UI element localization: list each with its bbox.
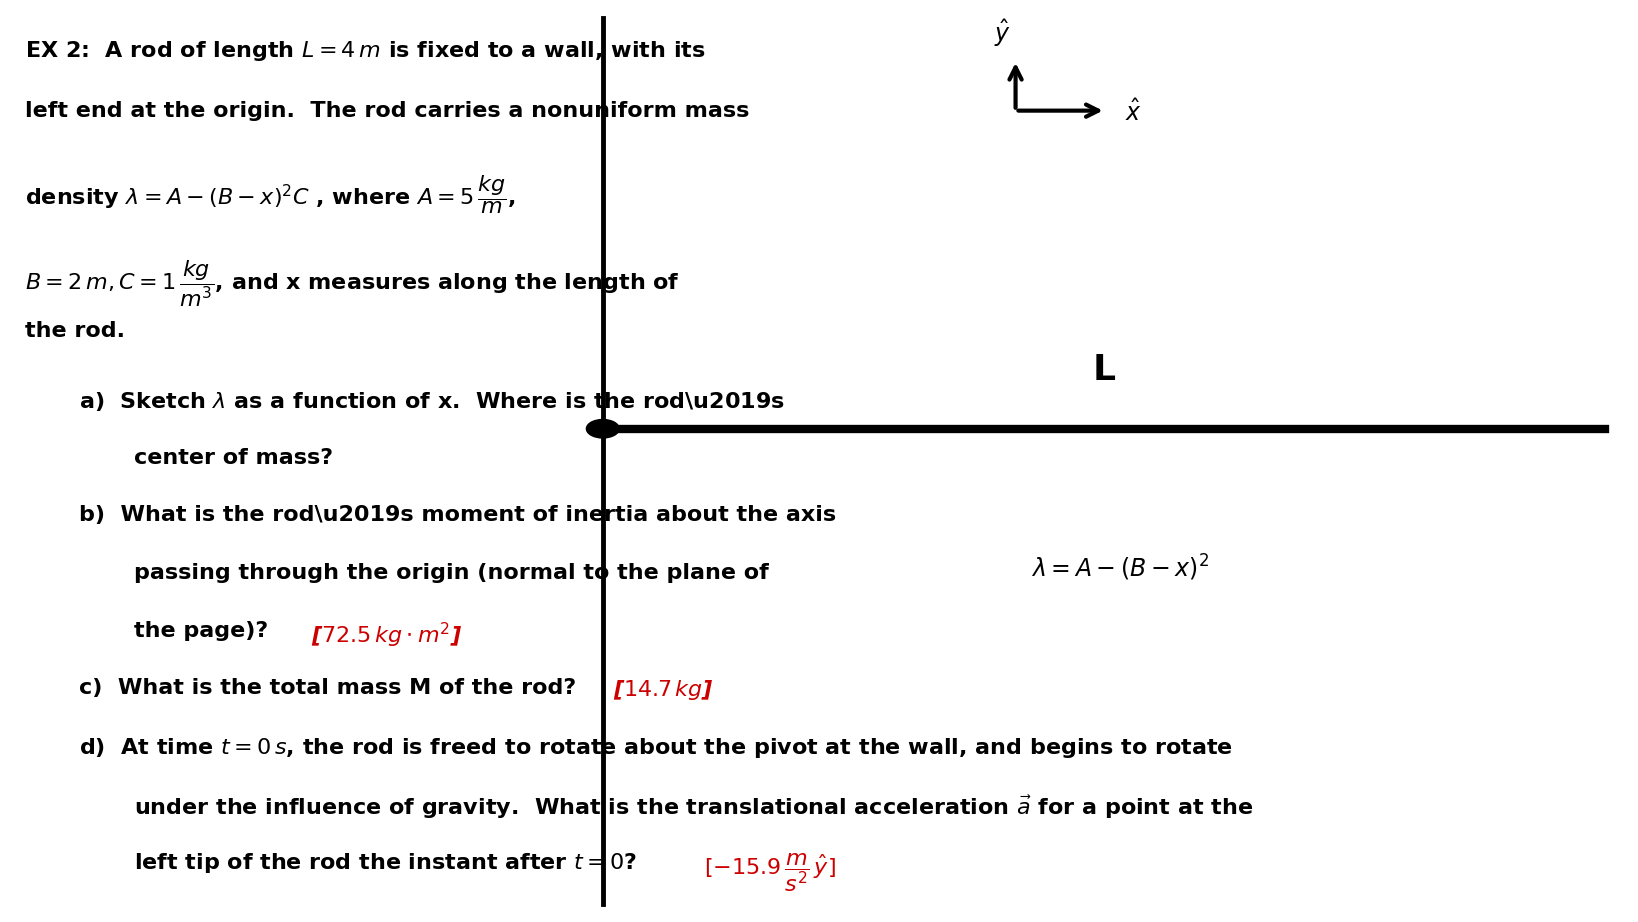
Text: EX 2:  A rod of length $L = 4\,m$ is fixed to a wall, with its: EX 2: A rod of length $L = 4\,m$ is fixe…: [25, 39, 706, 63]
Text: [$14.7\,kg$]: [$14.7\,kg$]: [613, 679, 714, 703]
Text: the page)?: the page)?: [134, 621, 277, 641]
Text: b)  What is the rod\u2019s moment of inertia about the axis: b) What is the rod\u2019s moment of iner…: [79, 505, 835, 526]
Text: $[-15.9\,\dfrac{m}{s^2}\,\hat{y}]$: $[-15.9\,\dfrac{m}{s^2}\,\hat{y}]$: [704, 851, 837, 893]
Text: $\hat{x}$: $\hat{x}$: [1125, 100, 1142, 125]
Text: L: L: [1093, 353, 1115, 387]
Text: left tip of the rod the instant after $t = 0$?: left tip of the rod the instant after $t…: [134, 851, 639, 875]
Text: passing through the origin (normal to the plane of: passing through the origin (normal to th…: [134, 562, 770, 583]
Text: c)  What is the total mass M of the rod?: c) What is the total mass M of the rod?: [79, 679, 583, 698]
Text: [$72.5\,kg \cdot m^2$]: [$72.5\,kg \cdot m^2$]: [311, 621, 462, 650]
Text: center of mass?: center of mass?: [134, 447, 334, 467]
Text: a)  Sketch $\lambda$ as a function of x.  Where is the rod\u2019s: a) Sketch $\lambda$ as a function of x. …: [79, 390, 785, 413]
Text: left end at the origin.  The rod carries a nonuniform mass: left end at the origin. The rod carries …: [25, 101, 749, 122]
Text: $\hat{y}$: $\hat{y}$: [994, 18, 1011, 49]
Text: under the influence of gravity.  What is the translational acceleration $\vec{a}: under the influence of gravity. What is …: [134, 794, 1253, 821]
Text: $B = 2\,m, C = 1\,\dfrac{kg}{m^3}$, and x measures along the length of: $B = 2\,m, C = 1\,\dfrac{kg}{m^3}$, and …: [25, 258, 680, 309]
Text: d)  At time $t = 0\,s$, the rod is freed to rotate about the pivot at the wall, : d) At time $t = 0\,s$, the rod is freed …: [79, 736, 1232, 760]
Text: the rod.: the rod.: [25, 321, 124, 341]
Text: density $\lambda = A - (B-x)^2 C$ , where $A = 5\,\dfrac{kg}{m}$,: density $\lambda = A - (B-x)^2 C$ , wher…: [25, 173, 514, 217]
Text: $\lambda = A - (B-x)^2$: $\lambda = A - (B-x)^2$: [1032, 553, 1209, 584]
Circle shape: [586, 420, 619, 438]
